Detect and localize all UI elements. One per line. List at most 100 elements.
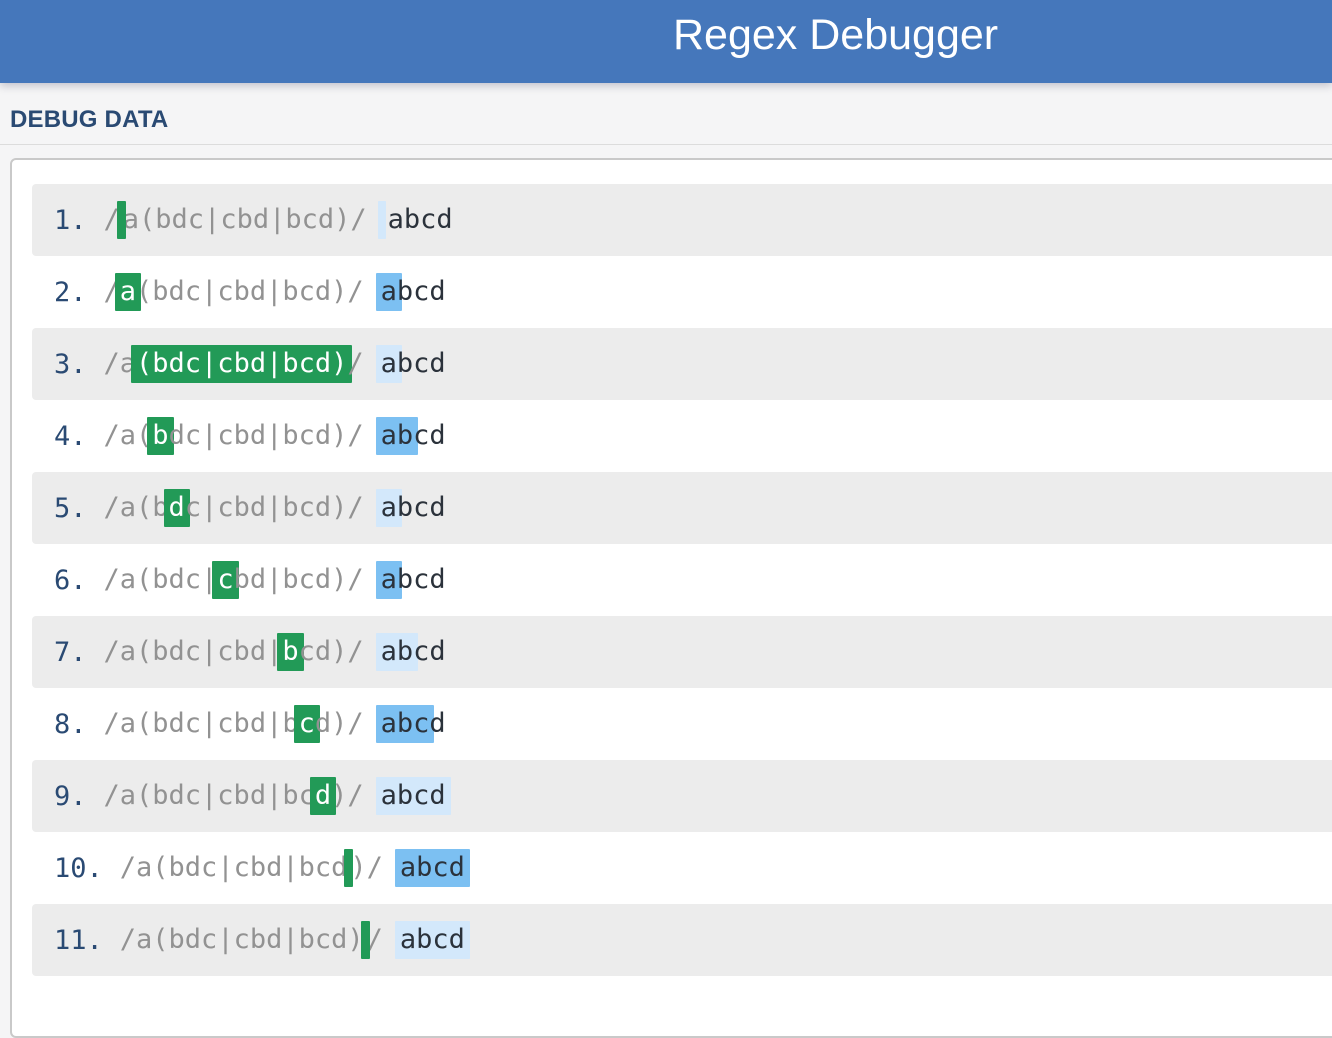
step-number: 5. — [54, 492, 87, 524]
regex-display: /a(bdc|cbd|bcd)/ — [104, 489, 364, 527]
string-highlight: a — [380, 561, 397, 599]
string-segment: d — [429, 708, 446, 739]
regex-display: /a(bdc|cbd|bcd)/ — [104, 705, 364, 743]
regex-display: /a(bdc|cbd|bcd)/ — [104, 345, 364, 383]
regex-segment: /a(bdc|cbd|bc — [103, 780, 315, 811]
string-highlight: abcd — [399, 849, 465, 887]
step-number: 4. — [54, 420, 87, 452]
regex-segment: /a — [103, 348, 137, 379]
test-string-display: abcd — [399, 849, 465, 887]
step-number: 6. — [54, 564, 87, 596]
string-segment: cd — [413, 636, 446, 667]
test-string-display: abcd — [399, 921, 465, 959]
test-string-display: abcd — [380, 705, 446, 743]
test-string-display: abcd — [380, 417, 446, 455]
step-number: 2. — [54, 276, 87, 308]
debug-step-row: 3./a(bdc|cbd|bcd)/abcd — [32, 328, 1332, 400]
regex-segment: )/ — [331, 780, 364, 811]
debug-step-list: 1. / a(bdc|cbd|bcd)/abcd 2./a(bdc|cbd|bcd)/… — [32, 184, 1332, 976]
regex-display: /a(bdc|cbd|bcd)/ — [104, 561, 364, 599]
regex-segment: /a(bdc|cbd|bcd) — [119, 924, 364, 955]
regex-segment: d)/ — [314, 708, 364, 739]
string-cursor — [377, 201, 386, 239]
regex-highlight: c — [217, 561, 234, 599]
string-highlight: a — [380, 273, 397, 311]
debug-step-row: 9. /a(bdc|cbd|bcd)/ abcd — [32, 760, 1332, 832]
string-highlight: ab — [380, 417, 414, 455]
regex-display: /a(bdc|cbd|bcd)/ — [104, 417, 364, 455]
test-string-display: abcd — [377, 201, 453, 239]
debug-step-row: 2./a(bdc|cbd|bcd)/abcd — [32, 256, 1332, 328]
regex-segment: /a(bdc|cbd| — [103, 636, 283, 667]
regex-highlight: b — [152, 417, 169, 455]
test-string-display: abcd — [380, 489, 446, 527]
regex-display: /a(bdc|cbd|bcd)/ — [104, 273, 364, 311]
regex-segment: / — [366, 924, 383, 955]
app-header: Regex Debugger — [0, 0, 1332, 83]
regex-highlight: b — [282, 633, 299, 671]
string-highlight: abcd — [399, 921, 465, 959]
page-title: Regex Debugger — [673, 11, 999, 59]
regex-segment: c|cbd|bcd)/ — [184, 492, 364, 523]
regex-cursor — [344, 849, 354, 887]
step-number: 3. — [54, 348, 87, 380]
debug-step-row: 6. /a(bdc|cbd|bcd)/ abcd — [32, 544, 1332, 616]
debug-step-row: 4. /a(bdc|cbd|bcd)/ abcd — [32, 400, 1332, 472]
regex-highlight: d — [314, 777, 332, 815]
regex-display: /a(bdc|cbd|bcd)/ — [120, 849, 383, 887]
regex-segment: /a(bdc|cbd|b — [103, 708, 299, 739]
string-segment: bcd — [396, 564, 446, 595]
string-highlight: a — [380, 489, 397, 527]
step-number: 1. — [54, 204, 87, 236]
regex-display: /a(bdc|cbd|bcd)/ — [120, 921, 383, 959]
string-highlight: a — [380, 345, 397, 383]
step-number: 8. — [54, 708, 87, 740]
string-segment: bcd — [396, 492, 446, 523]
debug-step-row: 8. /a(bdc|cbd|bcd)/ abcd — [32, 688, 1332, 760]
regex-cursor — [360, 921, 370, 959]
step-number: 11. — [54, 924, 103, 956]
debug-data-panel: 1. / a(bdc|cbd|bcd)/abcd 2./a(bdc|cbd|bcd)/… — [10, 158, 1332, 1038]
step-number: 10. — [54, 852, 103, 884]
regex-display: /a(bdc|cbd|bcd)/ — [104, 201, 367, 239]
test-string-display: abcd — [380, 633, 446, 671]
debug-step-row: 5. /a(bdc|cbd|bcd)/ abcd — [32, 472, 1332, 544]
regex-display: /a(bdc|cbd|bcd)/ — [104, 777, 364, 815]
regex-display: /a(bdc|cbd|bcd)/ — [104, 633, 364, 671]
debug-step-row: 1. / a(bdc|cbd|bcd)/ abcd — [32, 184, 1332, 256]
regex-highlight: (bdc|cbd|bcd) — [136, 345, 348, 383]
regex-segment: /a(bdc| — [103, 564, 218, 595]
debug-step-row: 10. /a(bdc|cbd|bcd)/ abcd — [32, 832, 1332, 904]
test-string-display: abcd — [380, 345, 446, 383]
regex-highlight: a — [119, 273, 137, 311]
step-number: 9. — [54, 780, 87, 812]
test-string-display: abcd — [380, 777, 446, 815]
regex-segment: dc|cbd|bcd)/ — [168, 420, 364, 451]
debug-step-row: 7. /a(bdc|cbd|bcd)/ abcd — [32, 616, 1332, 688]
regex-highlight: d — [168, 489, 185, 527]
string-highlight: ab — [380, 633, 414, 671]
regex-segment: (bdc|cbd|bcd)/ — [136, 276, 364, 307]
debug-step-row: 11. /a(bdc|cbd|bcd) / abcd — [32, 904, 1332, 976]
test-string-display: abcd — [380, 273, 446, 311]
regex-segment: / — [103, 276, 120, 307]
regex-segment: /a(bdc|cbd|bcd — [119, 852, 348, 883]
regex-segment: a(bdc|cbd|bcd)/ — [122, 204, 367, 235]
step-number: 7. — [54, 636, 87, 668]
test-string-display: abcd — [380, 561, 446, 599]
regex-segment: /a(b — [103, 492, 169, 523]
regex-highlight: c — [298, 705, 315, 743]
regex-segment: )/ — [350, 852, 383, 883]
regex-cursor — [116, 201, 126, 239]
string-segment: cd — [413, 420, 446, 451]
section-label-debug-data: DEBUG DATA — [0, 83, 1332, 145]
regex-segment: / — [103, 204, 120, 235]
regex-segment: /a( — [103, 420, 153, 451]
string-segment: bcd — [396, 348, 446, 379]
string-segment: bcd — [396, 276, 446, 307]
regex-segment: cd)/ — [298, 636, 364, 667]
string-highlight: abcd — [380, 777, 446, 815]
regex-segment: / — [347, 348, 364, 379]
string-highlight: abc — [380, 705, 430, 743]
regex-segment: bd|bcd)/ — [233, 564, 364, 595]
